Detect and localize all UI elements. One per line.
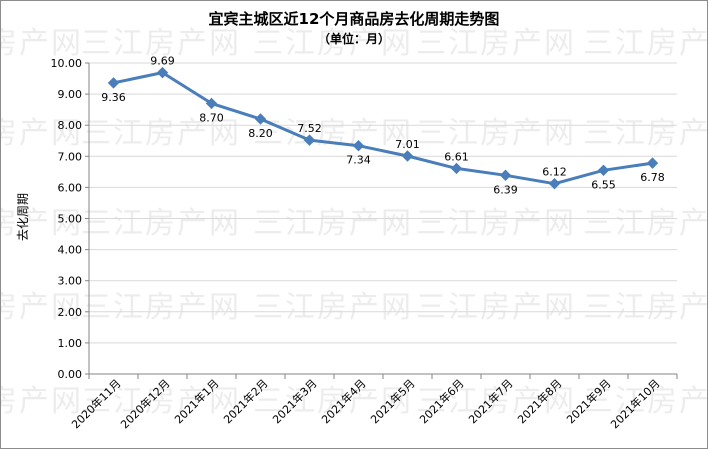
y-axis-label: 去化周期 <box>16 193 30 241</box>
data-label: 9.36 <box>101 91 126 104</box>
y-tick-label: 3.00 <box>58 275 83 288</box>
watermark-text: 三江房产网 <box>253 206 413 241</box>
watermark-text: 三江房产网 <box>1 384 83 419</box>
data-point <box>254 113 267 125</box>
data-label: 7.01 <box>395 138 420 151</box>
y-tick-label: 8.00 <box>58 119 83 132</box>
watermark-text: 三江房产网 <box>416 116 576 151</box>
y-tick-label: 9.00 <box>58 88 83 101</box>
watermark-text: 三江房产网 <box>253 384 413 419</box>
watermark-text: 三江房产网 <box>416 26 576 61</box>
data-label: 6.12 <box>542 166 567 179</box>
watermark-text: 三江房产网 <box>583 116 707 151</box>
watermark-text: 三江房产网 <box>253 116 413 151</box>
data-label: 6.55 <box>591 178 616 191</box>
y-tick-label: 6.00 <box>58 181 83 194</box>
data-point <box>548 177 561 190</box>
gridlines <box>89 62 677 344</box>
series-line-group <box>107 66 659 190</box>
watermark-text: 三江房产网 <box>1 116 83 151</box>
y-tick-label: 0.00 <box>58 368 83 381</box>
data-label: 9.69 <box>150 55 175 68</box>
watermark-text: 三江房产网 <box>81 26 241 61</box>
data-point <box>646 157 659 169</box>
watermark-text: 三江房产网 <box>81 384 241 419</box>
data-label: 8.70 <box>199 111 224 124</box>
y-tick-label: 7.00 <box>58 150 83 163</box>
watermark-text: 三江房产网 <box>1 206 83 241</box>
y-axis: 0.00 1.00 2.00 3.00 4.00 5.00 6.00 7.00 8.00 9.00… <box>51 57 90 381</box>
watermark-text: 三江房产网 <box>81 116 241 151</box>
data-label: 8.20 <box>248 127 273 140</box>
data-label: 7.34 <box>346 154 371 167</box>
data-labels: 9.36 9.69 8.70 8.20 7.52 7.34 7.01 6.61 6.39 6.12… <box>101 55 665 197</box>
data-point <box>352 140 365 152</box>
watermark-text: 三江房产网 <box>1 26 83 61</box>
watermark-text: 三江房产网 <box>416 290 576 325</box>
data-label: 6.78 <box>640 171 665 184</box>
chart-subtitle: （单位：月） <box>318 31 390 46</box>
y-tick-label: 2.00 <box>58 306 83 319</box>
watermark-text: 三江房产网 <box>583 26 707 61</box>
data-point <box>107 77 120 89</box>
series-line <box>113 71 653 186</box>
watermark-text: 三江房产网 <box>253 290 413 325</box>
data-point <box>205 97 218 110</box>
watermark-text: 三江房产网 <box>81 206 241 241</box>
y-tick-label: 10.00 <box>51 57 83 70</box>
watermark-text: 三江房产网 <box>81 290 241 325</box>
y-tick-label: 4.00 <box>58 244 83 257</box>
data-point <box>597 164 610 177</box>
data-label: 6.39 <box>493 183 518 196</box>
watermark-text: 三江房产网 <box>253 26 413 61</box>
watermark-layer: 三江房产网三江房产网三江房产网三江房产网三江房产网三江房产网三江房产网三江房产网… <box>1 26 707 419</box>
watermark-text: 三江房产网 <box>1 290 83 325</box>
data-point <box>450 162 463 175</box>
chart-title: 宜宾主城区近12个月商品房去化周期走势图 <box>209 10 500 28</box>
watermark-text: 三江房产网 <box>416 206 576 241</box>
y-tick-label: 5.00 <box>58 213 83 226</box>
watermark-text: 三江房产网 <box>416 384 576 419</box>
watermark-text: 三江房产网 <box>583 384 707 419</box>
data-point <box>499 169 512 181</box>
data-point <box>303 134 316 146</box>
watermark-text: 三江房产网 <box>583 290 707 325</box>
data-point <box>401 150 414 162</box>
data-label: 6.61 <box>444 150 469 163</box>
watermark-text: 三江房产网 <box>583 206 707 241</box>
y-tick-label: 1.00 <box>58 337 83 350</box>
data-point <box>156 66 169 79</box>
data-label: 7.52 <box>297 122 322 135</box>
